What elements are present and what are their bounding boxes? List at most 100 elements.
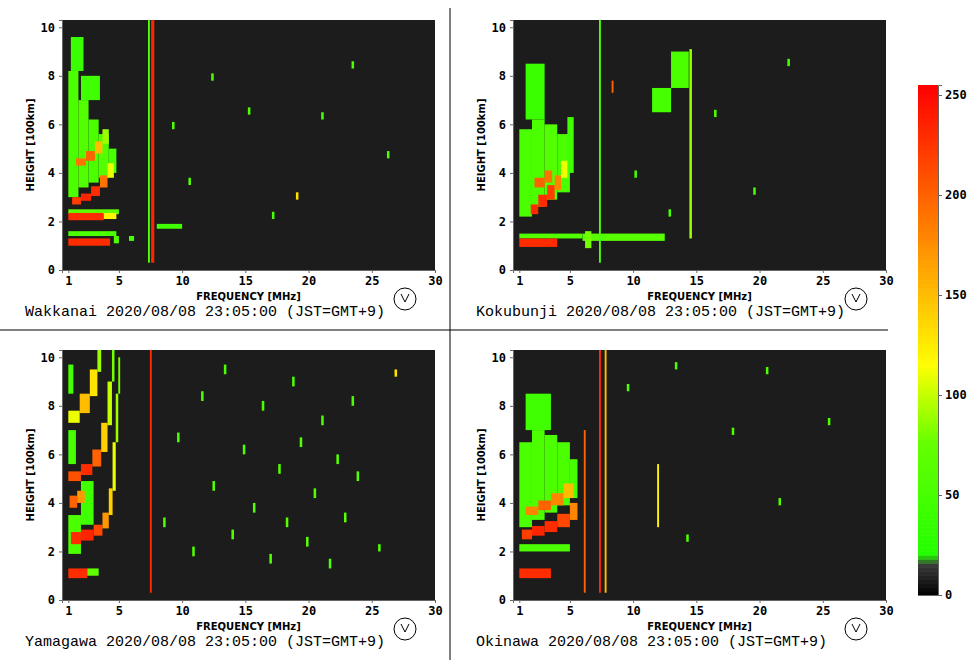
colorbar-slice [918,145,938,150]
x-tick-label: 1 [65,604,72,618]
y-tick: 8 [499,69,513,83]
echo-cell [77,491,85,503]
x-tick: 5 [116,270,123,288]
clock-icon [845,618,867,640]
x-tick: 10 [626,600,640,618]
plot-background [513,20,886,270]
echo-cell [212,481,215,491]
colorbar-slice [918,372,938,377]
echo-cell [286,517,289,527]
y-tick-label: 2 [48,545,55,559]
x-tick-label: 30 [428,604,442,618]
y-tick-label: 0 [499,593,506,607]
colorbar-slice [918,464,938,469]
colorbar-slice [918,456,938,461]
x-tick-label: 20 [302,604,316,618]
y-tick-mark [59,600,62,601]
echo-cell [78,100,88,187]
echo-cell [113,442,116,491]
x-tick-label: 5 [116,604,123,618]
x-tick-label: 25 [365,274,379,288]
panel-title: Yamagawa 2020/08/08 23:05:00 (JST=GMT+9) [25,634,385,651]
colorbar-slice [918,495,938,500]
x-tick-label: 15 [239,604,253,618]
colorbar-axis-line [939,86,943,596]
colorbar-slice [918,587,938,592]
echo-cell [531,204,539,214]
colorbar-slice [918,272,938,277]
echo-cell [555,175,561,190]
echo-cell [272,212,275,219]
y-tick-label: 2 [48,215,55,229]
echo-cell [599,20,601,263]
echo-cell [108,163,114,178]
echo-cell [551,493,564,505]
colorbar-slice [918,352,938,357]
y-tick: 4 [499,496,513,510]
x-tick-label: 10 [175,604,189,618]
colorbar-slice [918,216,938,221]
echo-cell [779,498,782,505]
x-tick: 25 [816,270,830,288]
y-tick: 8 [48,69,62,83]
echo-cell [352,396,355,406]
x-tick-label: 20 [753,604,767,618]
y-tick-label: 6 [48,118,55,132]
echo-cell [201,391,204,401]
y-tick: 0 [499,263,513,277]
y-tick-label: 0 [48,263,55,277]
separator [0,330,888,331]
colorbar-slice [918,264,938,269]
colorbar-slice [918,499,938,504]
cells [68,350,397,593]
colorbar-slice [918,324,938,329]
colorbar-slice [918,420,938,425]
y-tick: 0 [48,263,62,277]
y-axis-line [59,21,63,271]
colorbar-slice [918,479,938,484]
colorbar-slice [918,503,938,508]
colorbar-tick-label: 0 [945,588,952,602]
echo-cell [296,192,299,199]
y-tick: 6 [499,448,513,462]
colorbar-slice [918,189,938,194]
echo-cell [300,437,303,447]
echo-cell [306,537,309,547]
x-axis: 151015202530 [63,600,443,618]
x-tick: 5 [116,600,123,618]
x-tick-label: 25 [816,274,830,288]
colorbar-slice [918,276,938,281]
y-tick-mark [510,551,513,552]
y-tick: 0 [499,593,513,607]
echo-cell [68,430,76,464]
echo-cell [561,161,567,178]
colorbar-slice [918,248,938,253]
colorbar-slice [918,129,938,134]
echo-cell [102,129,108,144]
colorbar-tick-mark [938,95,942,96]
panel: 1510152025300246810FREQUENCY [MHz]HEIGHT… [476,350,894,651]
echo-cell [686,534,689,541]
echo-cell [321,112,324,119]
echo-cell [787,59,790,66]
x-tick-label: 5 [116,274,123,288]
echo-cell [148,20,150,263]
echo-cell [68,71,78,197]
echo-cell [671,52,689,88]
echo-cell [81,464,92,475]
colorbar-slice [918,137,938,142]
echo-cell [336,454,339,464]
colorbar-slice [918,408,938,413]
echo-cell [104,213,117,219]
x-tick: 30 [879,600,893,618]
colorbar-slice [918,133,938,138]
echo-cell [538,195,547,207]
colorbar-slice [918,555,938,560]
y-axis: 0246810 [492,351,514,608]
x-tick: 20 [753,270,767,288]
colorbar-slice [918,483,938,488]
colorbar-tick: 250 [938,88,967,102]
x-tick-label: 5 [567,604,574,618]
colorbar-slice [918,468,938,473]
echo-cell [357,471,360,481]
